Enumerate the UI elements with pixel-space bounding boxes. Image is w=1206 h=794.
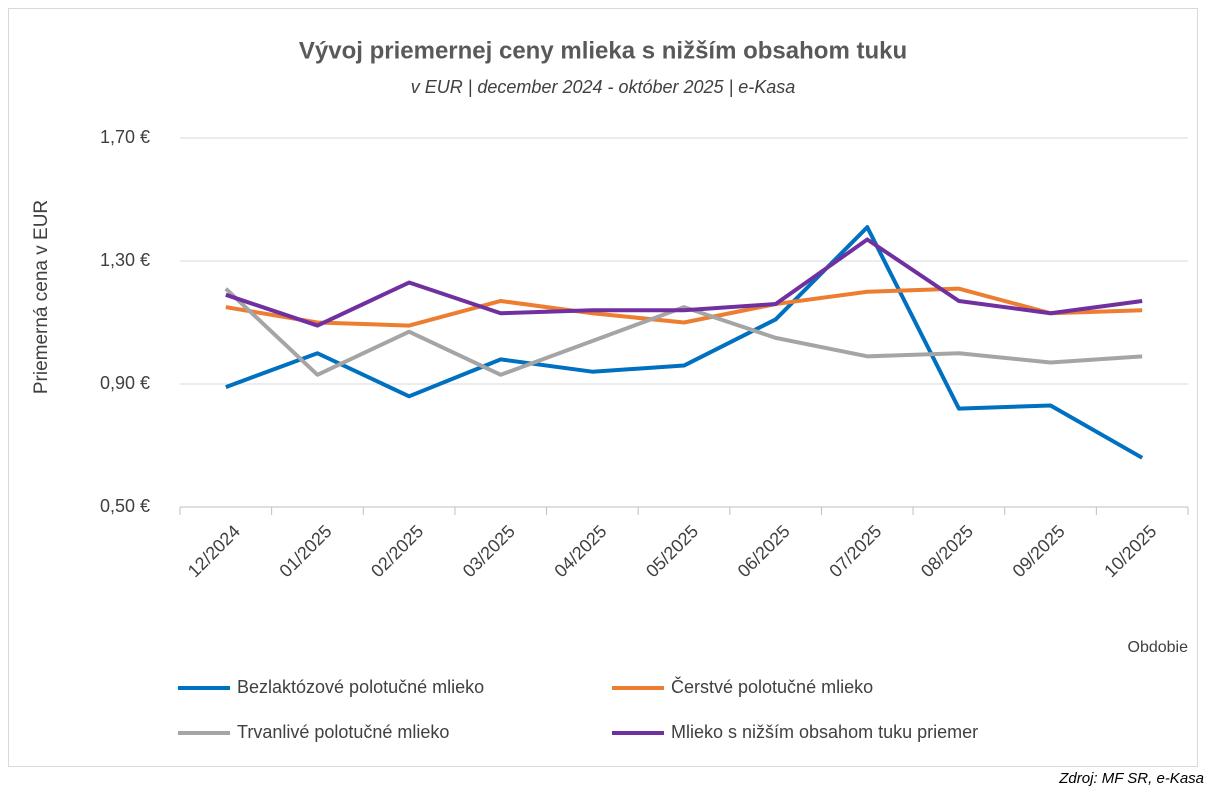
source-note: Zdroj: MF SR, e-Kasa xyxy=(1058,770,1204,787)
y-tick-label: 1,70 € xyxy=(100,127,150,147)
y-tick-label: 1,30 € xyxy=(100,250,150,270)
series-line xyxy=(225,225,1144,460)
series-line xyxy=(225,237,1143,328)
legend-label: Bezlaktózové polotučné mlieko xyxy=(237,677,484,697)
y-tick-label: 0,90 € xyxy=(100,373,150,393)
series-line xyxy=(225,286,1143,328)
series-line xyxy=(224,287,1143,377)
legend-label: Mlieko s nižším obsahom tuku priemer xyxy=(671,722,978,742)
legend-label: Čerstvé polotučné mlieko xyxy=(671,676,873,697)
legend-label: Trvanlivé polotučné mlieko xyxy=(237,722,449,742)
chart-title: Vývoj priemernej ceny mlieka s nižším ob… xyxy=(299,37,907,64)
chart-border xyxy=(8,8,1198,767)
chart-subtitle: v EUR | december 2024 - október 2025 | e… xyxy=(411,77,796,97)
y-axis-title: Priemerná cena v EUR xyxy=(31,200,52,394)
x-axis-title: Obdobie xyxy=(1128,639,1189,656)
y-tick-label: 0,50 € xyxy=(100,496,150,516)
